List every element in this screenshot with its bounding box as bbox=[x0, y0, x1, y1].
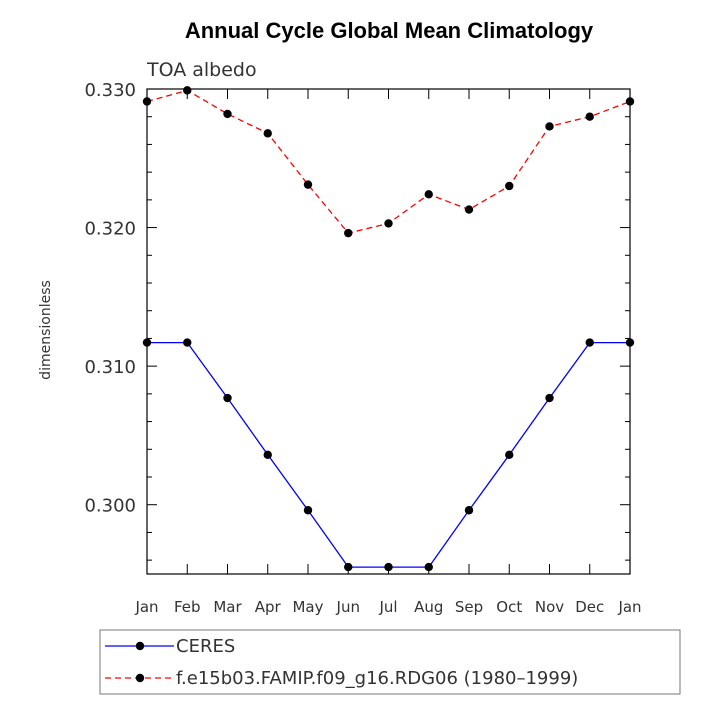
series-line-0 bbox=[147, 341, 630, 568]
series-0-point bbox=[142, 338, 152, 347]
series-1-point bbox=[223, 109, 232, 119]
series-0-point bbox=[303, 506, 313, 515]
legend-box bbox=[99, 629, 681, 695]
legend: CERES f.e15b03.FAMIP.f09_g16.RDG06 (1980–… bbox=[99, 629, 681, 695]
series-0-point bbox=[545, 393, 554, 403]
y-tick-label: 0.320 bbox=[84, 219, 136, 240]
plot-area: 0.300 0.310 0.320 0.330 Jan Feb Mar Apr May Jun Ju… bbox=[84, 80, 641, 616]
x-tick-label: Jan bbox=[134, 598, 158, 616]
series-line-1 bbox=[146, 89, 631, 234]
series-0-point bbox=[223, 393, 232, 403]
series-0-point bbox=[625, 338, 635, 347]
x-tick-label: Feb bbox=[174, 598, 201, 616]
series-0-point bbox=[263, 450, 272, 460]
series-0-point bbox=[384, 562, 393, 572]
series-1-point bbox=[585, 112, 594, 121]
x-tick-label: Mar bbox=[213, 598, 242, 616]
series-0-point bbox=[424, 562, 433, 572]
plot-frame bbox=[146, 88, 631, 575]
series-0-point bbox=[464, 506, 474, 515]
y-tick-label: 0.330 bbox=[84, 80, 136, 101]
legend-label-0: CERES bbox=[176, 636, 235, 657]
series-0-point bbox=[505, 450, 514, 460]
series-1-point bbox=[183, 86, 192, 95]
series-0-point bbox=[344, 562, 353, 572]
x-tick-label: Jul bbox=[378, 598, 397, 616]
x-tick-label: Dec bbox=[575, 598, 604, 616]
x-tick-label: Nov bbox=[535, 598, 564, 616]
legend-label-1: f.e15b03.FAMIP.f09_g16.RDG06 (1980–1999) bbox=[176, 668, 578, 689]
x-tick-label: Jan bbox=[617, 598, 641, 616]
chart-subtitle: TOA albedo bbox=[146, 59, 257, 81]
y-tick-label: 0.310 bbox=[84, 357, 136, 378]
series-0-point bbox=[183, 338, 192, 347]
y-tick-label: 0.300 bbox=[84, 496, 136, 517]
series-1-point bbox=[384, 219, 393, 228]
x-tick-label: Jun bbox=[336, 598, 360, 616]
series-1-point bbox=[464, 205, 474, 214]
series-1-point bbox=[344, 228, 353, 238]
series-1-point bbox=[625, 97, 635, 106]
y-axis-label: dimensionless bbox=[38, 280, 54, 380]
series-0-point bbox=[585, 338, 594, 347]
x-tick-label: Sep bbox=[455, 598, 483, 616]
x-tick-label: May bbox=[292, 598, 323, 616]
x-tick-label: Apr bbox=[255, 598, 282, 616]
legend-marker-0 bbox=[135, 641, 145, 651]
series-1-point bbox=[263, 129, 272, 138]
x-tick-label: Aug bbox=[414, 598, 443, 616]
chart-title: Annual Cycle Global Mean Climatology bbox=[185, 18, 594, 43]
legend-marker-1 bbox=[135, 673, 145, 683]
x-tick-label: Oct bbox=[496, 598, 522, 616]
series-1-point bbox=[142, 97, 152, 106]
series-1-point bbox=[545, 122, 554, 131]
series-1-point bbox=[303, 180, 313, 189]
series-1-point bbox=[424, 190, 433, 199]
series-1-point bbox=[505, 181, 514, 191]
